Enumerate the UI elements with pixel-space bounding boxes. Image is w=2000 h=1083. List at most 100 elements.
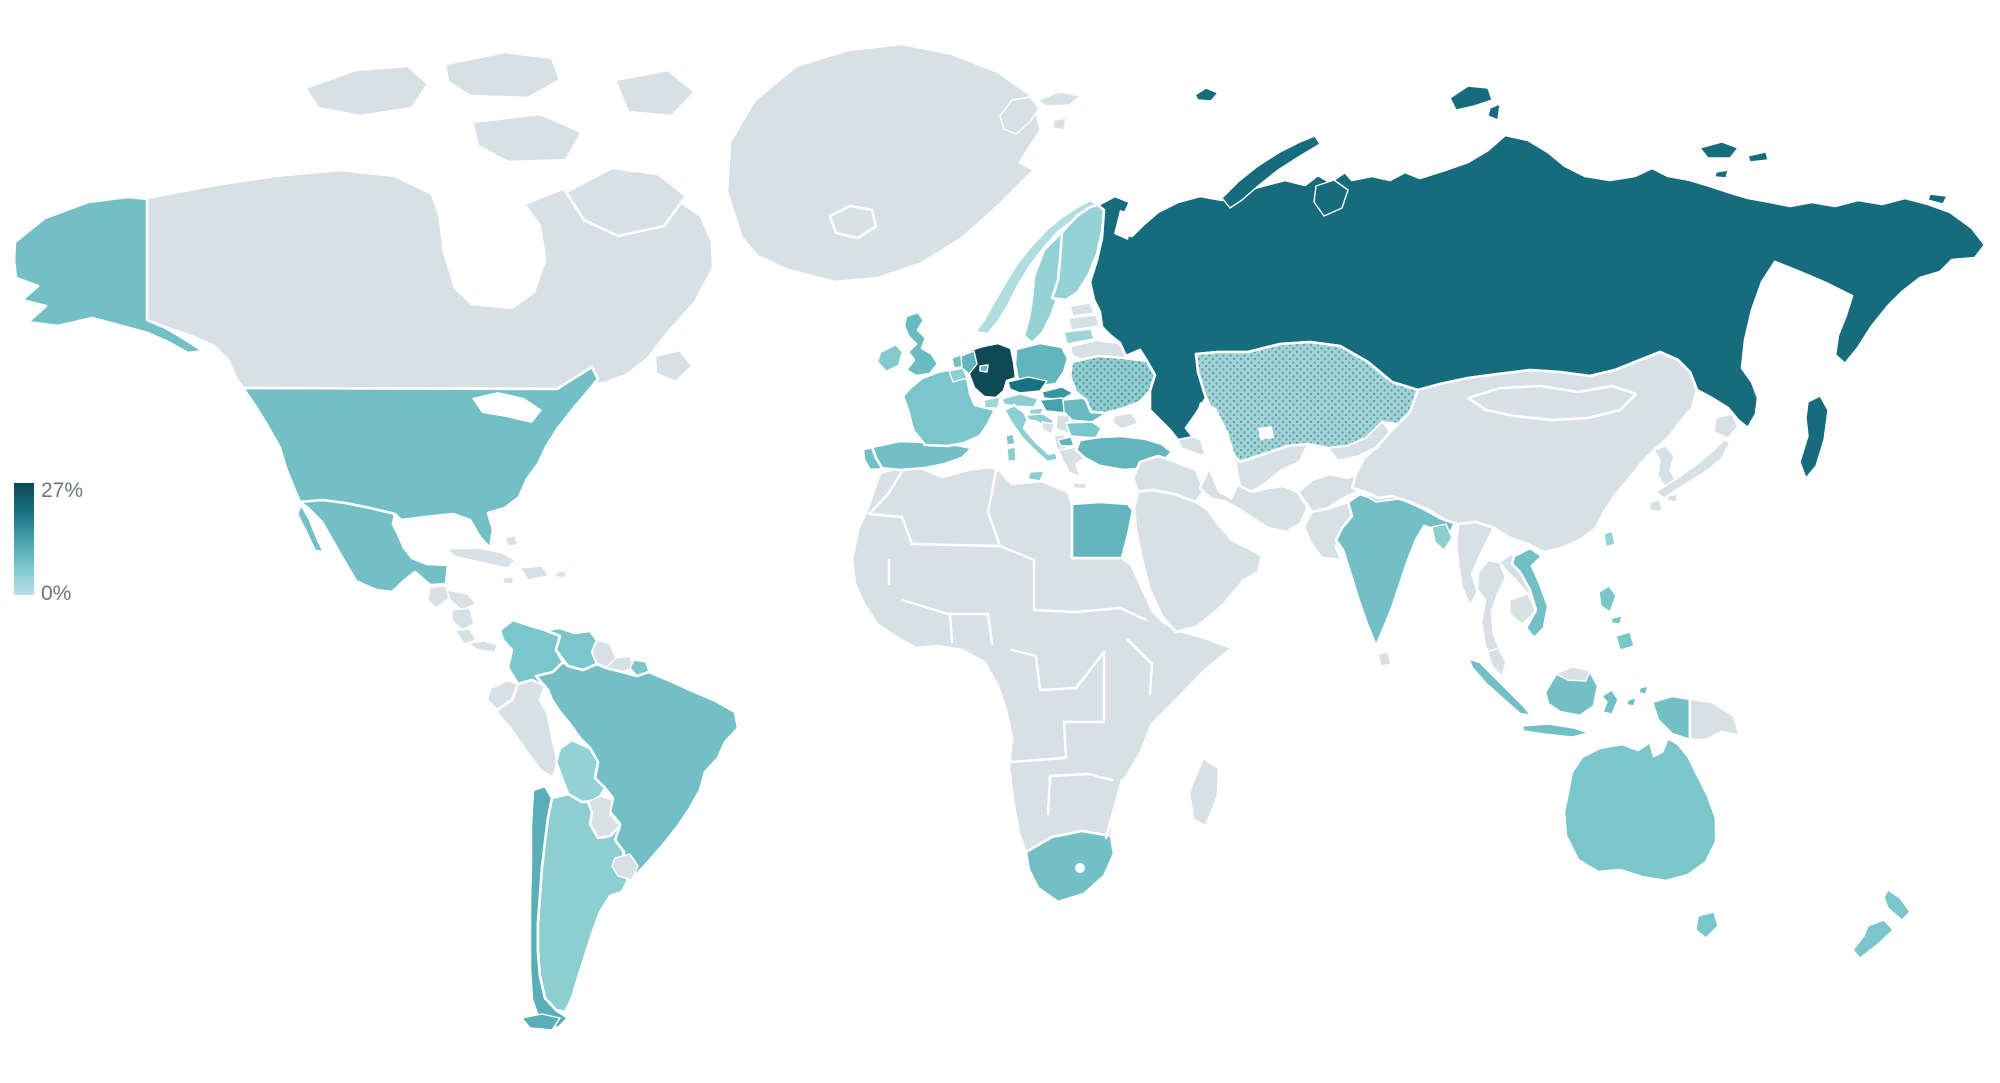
country-ireland[interactable] xyxy=(875,342,905,374)
country-finland[interactable] xyxy=(1050,203,1106,302)
country-canada[interactable] xyxy=(145,168,715,391)
country-panama[interactable] xyxy=(467,640,498,653)
country-cambodia[interactable] xyxy=(1509,593,1537,625)
country-turkey-thrace[interactable] xyxy=(1057,436,1075,447)
country-canada-island[interactable] xyxy=(613,68,697,118)
country-denmark[interactable] xyxy=(960,350,978,375)
country-switzerland[interactable] xyxy=(983,396,1001,409)
country-vietnam[interactable] xyxy=(1510,546,1550,640)
country-serbia[interactable] xyxy=(1055,414,1071,434)
country-us-alaska[interactable] xyxy=(12,195,205,355)
country-japan-shikoku[interactable] xyxy=(1666,493,1679,503)
country-indonesia-moluccas[interactable] xyxy=(1626,697,1637,707)
country-jamaica[interactable] xyxy=(502,576,515,585)
country-italy-sardinia[interactable] xyxy=(1006,446,1017,462)
country-germany[interactable] xyxy=(966,341,1018,400)
country-philippines-luzon[interactable] xyxy=(1598,585,1617,613)
country-canada-island[interactable] xyxy=(470,112,584,164)
region-crimea[interactable] xyxy=(1112,412,1139,430)
country-hispaniola[interactable] xyxy=(519,565,550,581)
country-uk[interactable] xyxy=(902,310,940,378)
country-chile-tierra-del-fuego[interactable] xyxy=(521,1013,561,1031)
country-peru[interactable] xyxy=(495,678,560,780)
country-indonesia-moluccas2[interactable] xyxy=(1638,685,1649,695)
region-svalbard[interactable] xyxy=(999,96,1040,135)
country-canada-baffin[interactable] xyxy=(564,166,688,238)
country-estonia[interactable] xyxy=(1069,302,1095,317)
country-france[interactable] xyxy=(901,367,997,448)
country-madagascar[interactable] xyxy=(1187,756,1221,828)
country-russia-wrangel[interactable] xyxy=(1927,193,1948,205)
country-suriname[interactable] xyxy=(605,655,635,673)
country-bangladesh[interactable] xyxy=(1431,523,1453,551)
region-svalbard3[interactable] xyxy=(1052,117,1067,131)
country-papua-new-guinea[interactable] xyxy=(1688,697,1742,742)
country-japan-kyushu[interactable] xyxy=(1649,499,1663,513)
country-sri-lanka[interactable] xyxy=(1377,651,1392,667)
country-russia-sakhalin[interactable] xyxy=(1799,395,1829,479)
country-poland[interactable] xyxy=(1013,341,1070,389)
country-slovakia[interactable] xyxy=(1041,386,1074,401)
country-canada-newfoundland[interactable] xyxy=(653,348,694,384)
country-us[interactable] xyxy=(241,365,600,550)
country-japan-hokkaido[interactable] xyxy=(1713,413,1739,439)
country-new-zealand-north[interactable] xyxy=(1883,889,1911,921)
country-nicaragua[interactable] xyxy=(451,607,475,631)
country-malaysia-peninsula[interactable] xyxy=(1487,647,1507,677)
country-egypt[interactable] xyxy=(1070,500,1135,560)
country-saudi-arabia[interactable] xyxy=(1132,488,1264,634)
country-indonesia-sulawesi[interactable] xyxy=(1601,689,1619,715)
country-bolivia[interactable] xyxy=(554,738,607,804)
country-costa-rica[interactable] xyxy=(454,628,477,645)
country-canada-island[interactable] xyxy=(303,64,430,118)
country-italy[interactable] xyxy=(1002,403,1060,464)
country-argentina[interactable] xyxy=(536,792,630,1014)
country-mexico-baja[interactable] xyxy=(295,502,326,554)
country-south-africa[interactable] xyxy=(1024,829,1116,904)
country-guatemala[interactable] xyxy=(427,585,450,609)
country-uruguay[interactable] xyxy=(611,853,639,881)
country-mongolia[interactable] xyxy=(1466,384,1638,422)
country-greenland[interactable] xyxy=(725,42,1043,284)
country-taiwan[interactable] xyxy=(1603,530,1616,548)
country-russia-new-siberian3[interactable] xyxy=(1714,169,1729,179)
country-russia-novaya-zemlya[interactable] xyxy=(1221,135,1321,209)
country-australia-tasmania[interactable] xyxy=(1695,911,1719,939)
country-thailand[interactable] xyxy=(1475,558,1508,666)
country-canada-island[interactable] xyxy=(443,50,562,100)
country-denmark-islands[interactable] xyxy=(979,364,989,373)
country-bulgaria[interactable] xyxy=(1065,421,1102,439)
country-puerto-rico[interactable] xyxy=(555,570,567,579)
country-indonesia-west-papua[interactable] xyxy=(1650,694,1692,742)
country-indonesia-sumatra[interactable] xyxy=(1466,656,1534,718)
country-belgium[interactable] xyxy=(948,367,968,383)
country-russia-new-siberian[interactable] xyxy=(1699,141,1739,159)
region-africa-no-data[interactable] xyxy=(850,462,1234,854)
country-russia-novaya-zemlya-south[interactable] xyxy=(1313,179,1349,217)
country-bahamas[interactable] xyxy=(504,535,519,547)
country-greece-crete[interactable] xyxy=(1071,482,1088,490)
country-cuba[interactable] xyxy=(446,547,516,569)
country-mexico[interactable] xyxy=(298,498,450,594)
country-philippines-visayas[interactable] xyxy=(1610,615,1623,625)
country-bosnia[interactable] xyxy=(1041,421,1056,435)
region-svalbard2[interactable] xyxy=(1037,91,1081,107)
country-austria[interactable] xyxy=(1001,393,1039,408)
country-russia-franz-josef[interactable] xyxy=(1194,87,1219,102)
country-latvia[interactable] xyxy=(1068,314,1100,331)
country-indonesia-java[interactable] xyxy=(1521,723,1589,738)
country-czechia[interactable] xyxy=(1007,376,1048,394)
country-malaysia-borneo[interactable] xyxy=(1555,666,1591,682)
country-iceland[interactable] xyxy=(828,204,878,240)
country-russia-severnaya-zemlya2[interactable] xyxy=(1487,103,1501,121)
country-australia[interactable] xyxy=(1562,736,1718,883)
country-honduras[interactable] xyxy=(446,589,477,611)
country-russia-new-siberian2[interactable] xyxy=(1747,151,1769,163)
country-russia-severnaya-zemlya[interactable] xyxy=(1449,85,1493,111)
country-ukraine[interactable] xyxy=(1068,354,1157,415)
country-myanmar[interactable] xyxy=(1454,520,1496,608)
country-new-zealand-south[interactable] xyxy=(1852,919,1894,959)
country-lithuania[interactable] xyxy=(1063,328,1095,345)
country-russia[interactable] xyxy=(1088,133,1987,442)
country-italy-sicily[interactable] xyxy=(1027,470,1045,482)
